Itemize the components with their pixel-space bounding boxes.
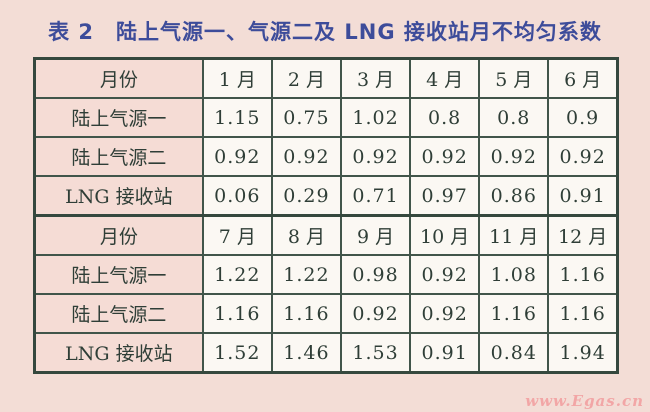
value-cell: 1.15 <box>201 97 273 138</box>
value-cell: 1.52 <box>201 332 273 374</box>
value-cell: 1.16 <box>201 293 273 334</box>
value-cell: 0.9 <box>547 97 619 138</box>
table-row: 陆上气源一 1.15 0.75 1.02 0.8 0.8 0.9 <box>33 97 619 138</box>
month-header-row: 月份 1 月 2 月 3 月 4 月 5 月 6 月 <box>33 57 619 99</box>
value-cell: 0.91 <box>547 175 619 217</box>
value-cell: 1.53 <box>339 332 412 374</box>
value-cell: 0.92 <box>409 293 481 334</box>
value-cell: 1.02 <box>339 97 412 138</box>
value-cell: 0.92 <box>478 136 550 177</box>
value-cell: 0.71 <box>339 175 412 217</box>
value-cell: 1.16 <box>478 293 550 334</box>
value-cell: 0.92 <box>201 136 273 177</box>
row-label: 陆上气源一 <box>33 97 204 138</box>
value-cell: 0.98 <box>339 254 412 295</box>
month-header-cell: 11 月 <box>478 214 550 256</box>
table-row: LNG 接收站 0.06 0.29 0.71 0.97 0.86 0.91 <box>33 175 619 217</box>
coefficient-table: 月份 1 月 2 月 3 月 4 月 5 月 6 月 陆上气源一 1.15 0.… <box>33 57 619 374</box>
value-cell: 0.86 <box>478 175 550 217</box>
month-header-cell: 2 月 <box>270 57 343 99</box>
month-header-cell: 9 月 <box>339 214 412 256</box>
month-header-cell: 10 月 <box>409 214 481 256</box>
row-label: 陆上气源一 <box>33 254 204 295</box>
row-label: LNG 接收站 <box>33 175 204 217</box>
value-cell: 0.8 <box>478 97 550 138</box>
table-row: 陆上气源二 1.16 1.16 0.92 0.92 1.16 1.16 <box>33 293 619 334</box>
row-label: LNG 接收站 <box>33 332 204 374</box>
value-cell: 1.16 <box>547 254 619 295</box>
row-label-month: 月份 <box>33 214 204 256</box>
value-cell: 1.46 <box>270 332 343 374</box>
table-title: 表 2 陆上气源一、气源二及 LNG 接收站月不均匀系数 <box>48 20 602 44</box>
row-label: 陆上气源二 <box>33 293 204 334</box>
value-cell: 0.92 <box>339 293 412 334</box>
value-cell: 0.84 <box>478 332 550 374</box>
watermark: www.Egas.cn <box>525 392 644 410</box>
table-row: LNG 接收站 1.52 1.46 1.53 0.91 0.84 1.94 <box>33 332 619 374</box>
value-cell: 0.29 <box>270 175 343 217</box>
value-cell: 0.92 <box>409 254 481 295</box>
value-cell: 1.08 <box>478 254 550 295</box>
month-header-cell: 4 月 <box>409 57 481 99</box>
row-label: 陆上气源二 <box>33 136 204 177</box>
month-header-cell: 6 月 <box>547 57 619 99</box>
value-cell: 0.06 <box>201 175 273 217</box>
table-row: 陆上气源二 0.92 0.92 0.92 0.92 0.92 0.92 <box>33 136 619 177</box>
table-row: 陆上气源一 1.22 1.22 0.98 0.92 1.08 1.16 <box>33 254 619 295</box>
value-cell: 0.92 <box>270 136 343 177</box>
month-header-cell: 12 月 <box>547 214 619 256</box>
value-cell: 0.75 <box>270 97 343 138</box>
value-cell: 0.92 <box>339 136 412 177</box>
value-cell: 1.22 <box>201 254 273 295</box>
month-header-cell: 8 月 <box>270 214 343 256</box>
value-cell: 0.92 <box>547 136 619 177</box>
month-header-cell: 3 月 <box>339 57 412 99</box>
month-header-row: 月份 7 月 8 月 9 月 10 月 11 月 12 月 <box>33 214 619 256</box>
month-header-cell: 7 月 <box>201 214 273 256</box>
value-cell: 1.16 <box>547 293 619 334</box>
row-label-month: 月份 <box>33 57 204 99</box>
value-cell: 1.16 <box>270 293 343 334</box>
value-cell: 0.92 <box>409 136 481 177</box>
value-cell: 0.91 <box>409 332 481 374</box>
value-cell: 0.8 <box>409 97 481 138</box>
month-header-cell: 5 月 <box>478 57 550 99</box>
value-cell: 0.97 <box>409 175 481 217</box>
value-cell: 1.22 <box>270 254 343 295</box>
value-cell: 1.94 <box>547 332 619 374</box>
month-header-cell: 1 月 <box>201 57 273 99</box>
